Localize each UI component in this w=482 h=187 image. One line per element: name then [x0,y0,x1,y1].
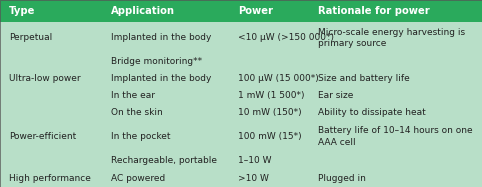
Text: 100 mW (15*): 100 mW (15*) [238,132,301,141]
Text: On the skin: On the skin [111,108,162,117]
Text: Plugged in: Plugged in [318,174,366,183]
Text: Bridge monitoring**: Bridge monitoring** [111,57,202,66]
Text: Power: Power [238,6,273,16]
Text: Battery life of 10–14 hours on one
AAA cell: Battery life of 10–14 hours on one AAA c… [318,126,473,147]
Text: Ability to dissipate heat: Ability to dissipate heat [318,108,426,117]
Text: AC powered: AC powered [111,174,165,183]
Text: 100 μW (15 000*): 100 μW (15 000*) [238,74,319,83]
Text: Implanted in the body: Implanted in the body [111,74,211,83]
Text: In the pocket: In the pocket [111,132,170,141]
Text: 1 mW (1 500*): 1 mW (1 500*) [238,91,304,100]
Text: In the ear: In the ear [111,91,155,100]
Text: Type: Type [9,6,36,16]
Text: High performance: High performance [9,174,91,183]
Text: Perpetual: Perpetual [9,33,53,42]
Text: Application: Application [111,6,175,16]
Bar [0,0,482,22]
Text: >10 W: >10 W [238,174,268,183]
Text: <10 μW (>150 000*): <10 μW (>150 000*) [238,33,334,42]
Text: Rechargeable, portable: Rechargeable, portable [111,156,217,165]
Text: Rationale for power: Rationale for power [318,6,430,16]
Text: Ear size: Ear size [318,91,353,100]
Text: 10 mW (150*): 10 mW (150*) [238,108,301,117]
Text: Size and battery life: Size and battery life [318,74,410,83]
Bar [0,22,482,187]
Text: 1–10 W: 1–10 W [238,156,271,165]
Text: Ultra-low power: Ultra-low power [9,74,81,83]
Text: Power-efficient: Power-efficient [9,132,77,141]
Text: Implanted in the body: Implanted in the body [111,33,211,42]
Text: Micro-scale energy harvesting is
primary source: Micro-scale energy harvesting is primary… [318,27,465,48]
